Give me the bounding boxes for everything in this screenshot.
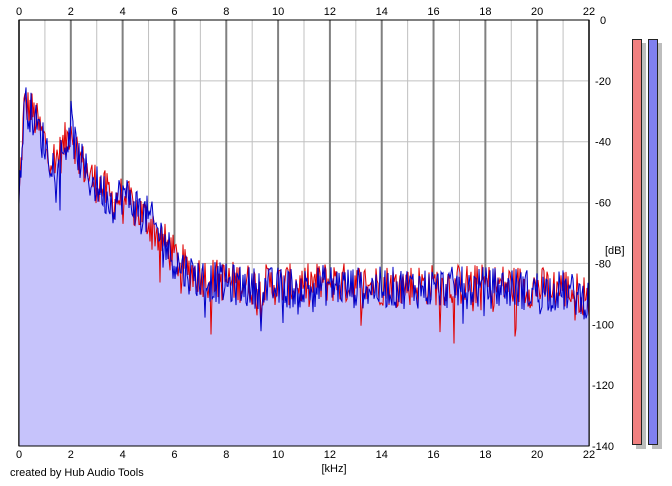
- y-tick-7: -140: [592, 441, 614, 453]
- x-tick-bottom-7: 14: [376, 449, 388, 461]
- right-level-fill: [649, 40, 657, 444]
- footer-credit: created by Hub Audio Tools: [10, 467, 144, 479]
- right-level-meter: [648, 39, 658, 445]
- x-tick-top-7: 14: [376, 6, 388, 18]
- y-tick-2: -40: [595, 137, 611, 149]
- y-tick-4: -80: [595, 258, 611, 270]
- x-tick-top-10: 20: [531, 6, 543, 18]
- x-tick-top-8: 16: [427, 6, 439, 18]
- y-axis-label: [dB]: [605, 245, 625, 257]
- x-tick-bottom-11: 22: [583, 449, 595, 461]
- series-right-channel: [18, 87, 590, 332]
- left-level-meter: [632, 39, 642, 445]
- x-axis-label: [kHz]: [321, 463, 346, 475]
- x-tick-bottom-1: 2: [68, 449, 74, 461]
- x-tick-top-4: 8: [223, 6, 229, 18]
- y-tick-5: -100: [592, 319, 614, 331]
- spectrum-area-fill: [19, 87, 589, 446]
- x-tick-bottom-0: 0: [16, 449, 22, 461]
- y-tick-3: -60: [595, 198, 611, 210]
- x-tick-bottom-6: 12: [324, 449, 336, 461]
- x-tick-top-3: 6: [171, 6, 177, 18]
- x-tick-bottom-10: 20: [531, 449, 543, 461]
- x-tick-top-5: 10: [272, 6, 284, 18]
- x-tick-top-0: 0: [16, 6, 22, 18]
- left-level-fill: [633, 40, 641, 444]
- series-left-channel: [18, 92, 590, 344]
- y-tick-6: -120: [592, 380, 614, 392]
- x-tick-top-6: 12: [324, 6, 336, 18]
- x-tick-bottom-8: 16: [427, 449, 439, 461]
- x-tick-top-1: 2: [68, 6, 74, 18]
- x-tick-bottom-2: 4: [120, 449, 126, 461]
- x-tick-top-2: 4: [120, 6, 126, 18]
- x-tick-top-9: 18: [479, 6, 491, 18]
- y-tick-0: 0: [600, 15, 606, 27]
- x-tick-bottom-9: 18: [479, 449, 491, 461]
- x-tick-bottom-3: 6: [171, 449, 177, 461]
- x-tick-bottom-4: 8: [223, 449, 229, 461]
- x-tick-top-11: 22: [583, 6, 595, 18]
- plot-border: [18, 19, 590, 447]
- y-tick-labels: 0 -20 -40 -60 -80 -100 -120 -140: [592, 15, 614, 453]
- y-tick-1: -20: [595, 76, 611, 88]
- x-tick-bottom-5: 10: [272, 449, 284, 461]
